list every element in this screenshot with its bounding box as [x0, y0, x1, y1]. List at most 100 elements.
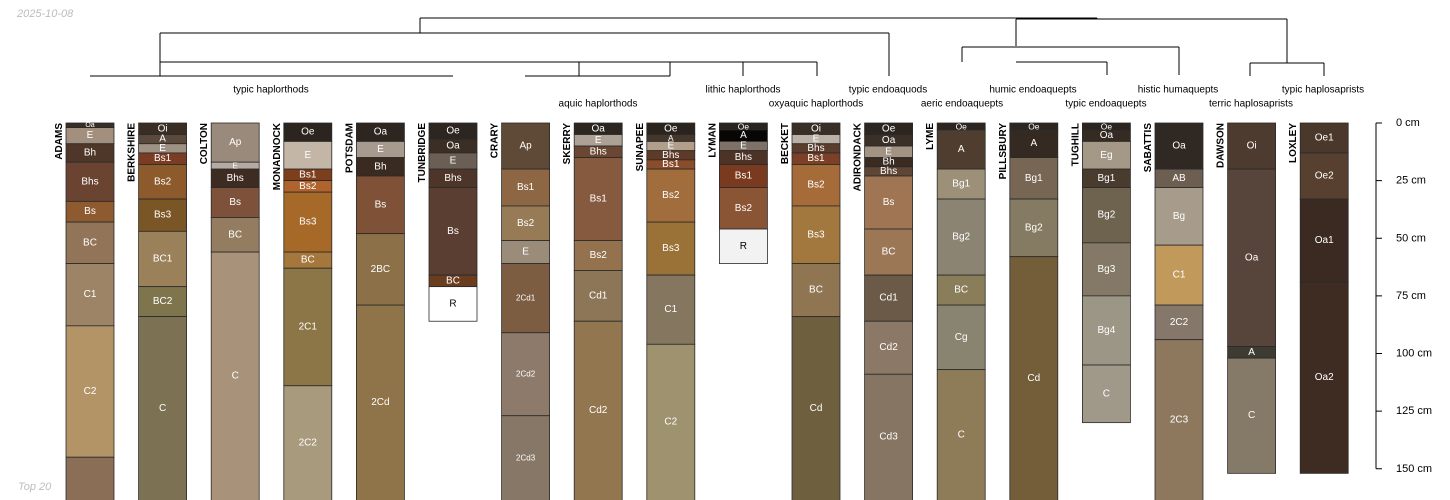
horizon-label-adirondack-10: Cd3 [879, 432, 898, 443]
horizon-label-colton-3: Bhs [227, 173, 244, 184]
horizon-label-lyme-2: A [958, 144, 965, 155]
horizon-lyman-7 [719, 228, 768, 265]
horizon-label-adirondack-1: Oe [882, 123, 896, 134]
horizon-label-sabattis-1: Oa [1172, 141, 1186, 152]
horizon-lyman-6 [719, 187, 768, 230]
horizon-sabattis-6 [1154, 339, 1204, 500]
profile-name-sunapee: SUNAPEE [635, 123, 646, 172]
profile-name-potsdam: POTSDAM [344, 123, 355, 173]
horizon-label-sunapee-2: A [668, 133, 674, 143]
depth-tick-label-0: 0 cm [1396, 117, 1420, 129]
horizon-label-becket-7: BC [809, 285, 823, 296]
horizon-becket-5 [791, 164, 841, 207]
horizon-label-adirondack-2: Oa [882, 135, 896, 146]
horizon-lyme-7 [936, 369, 986, 500]
horizon-adirondack-10 [864, 373, 913, 500]
profile-name-becket: BECKET [780, 123, 791, 164]
horizon-tughill-6 [1082, 242, 1131, 297]
horizon-label-dawson-1: Oi [1247, 141, 1257, 152]
horizon-label-sunapee-5: Bs1 [662, 159, 680, 170]
horizon-sunapee-8 [646, 274, 696, 345]
horizon-label-sabattis-2: AB [1172, 173, 1186, 184]
horizon-tughill-3 [1082, 141, 1131, 170]
horizon-label-potsdam-1: Oa [374, 127, 388, 138]
horizon-label-berkshire-4: Bs1 [154, 153, 172, 164]
horizon-label-skerry-5: Bs2 [590, 250, 608, 261]
horizon-adirondack-8 [864, 274, 913, 322]
horizon-label-dawson-2: Oa [1245, 252, 1259, 263]
horizon-label-potsdam-3: Bh [374, 161, 386, 172]
horizon-skerry-4 [573, 157, 623, 241]
horizon-label-adams-3: Bh [84, 147, 96, 158]
depth-tick-label-50: 50 cm [1396, 232, 1426, 244]
horizon-monadnock-8 [283, 385, 333, 500]
horizon-label-sabattis-6: 2C3 [1170, 414, 1189, 425]
horizon-sunapee-9 [646, 343, 696, 500]
horizon-label-becket-6: Bs3 [807, 229, 825, 240]
profile-name-lyme: LYME [925, 123, 936, 150]
horizon-label-tunbridge-3: E [450, 156, 457, 167]
horizon-colton-6 [210, 251, 260, 500]
horizon-label-sunapee-8: C1 [664, 304, 677, 315]
horizon-label-adirondack-9: Cd2 [879, 342, 898, 353]
cluster-label-1: typic haplorthods [233, 85, 309, 96]
cluster-label-11: typic haplosaprists [1282, 85, 1364, 96]
cluster-label-3: lithic haplorthods [705, 85, 780, 96]
horizon-pillsbury-4 [1009, 198, 1059, 258]
horizon-label-adams-7: C1 [84, 289, 97, 300]
horizon-label-tughill-2: Oa [1100, 130, 1114, 141]
horizon-tughill-8 [1082, 364, 1131, 424]
horizon-label-tunbridge-4: Bhs [444, 173, 461, 184]
horizon-label-lyme-7: C [958, 429, 965, 440]
horizon-label-pillsbury-4: Bg2 [1025, 222, 1043, 233]
horizon-potsdam-6 [355, 304, 405, 500]
horizon-label-berkshire-2: A [159, 134, 166, 145]
depth-tick-label-150: 150 cm [1396, 463, 1432, 475]
horizon-label-crary-1: Ap [519, 141, 532, 152]
profile-name-tunbridge: TUNBRIDGE [417, 123, 428, 183]
horizon-berkshire-6 [138, 198, 188, 232]
horizon-adams-9 [65, 456, 115, 500]
horizon-label-lyman-1: Oe [738, 121, 750, 131]
horizon-label-skerry-3: Bhs [590, 146, 607, 157]
horizon-label-sunapee-3: E [667, 141, 674, 152]
horizon-label-becket-8: Cd [810, 403, 823, 414]
horizon-label-colton-5: BC [228, 229, 242, 240]
horizon-lyme-3 [936, 168, 986, 200]
cluster-label-9: histic humaquepts [1138, 85, 1219, 96]
horizon-adams-8 [65, 325, 115, 458]
horizon-sabattis-3 [1154, 187, 1204, 246]
horizon-skerry-7 [573, 320, 623, 500]
horizon-colton-4 [210, 187, 260, 218]
horizon-berkshire-9 [138, 316, 188, 500]
horizon-label-crary-3: Bs2 [517, 218, 535, 229]
horizon-label-potsdam-6: 2Cd [371, 397, 389, 408]
horizon-label-skerry-1: Oa [592, 123, 606, 134]
horizon-label-berkshire-5: Bs2 [154, 176, 172, 187]
horizon-label-pillsbury-1: Oe [1028, 121, 1040, 131]
horizon-label-becket-4: Bs1 [807, 153, 825, 164]
horizon-crary-1 [501, 122, 551, 170]
horizon-label-loxley-3: Oa1 [1315, 235, 1334, 246]
horizon-label-adirondack-8: Cd1 [879, 293, 898, 304]
horizon-label-lyman-7: R [740, 241, 747, 252]
cluster-label-8: typic endoaquepts [1065, 99, 1146, 110]
horizon-label-monadnock-1: Oe [301, 127, 315, 138]
horizon-label-tughill-8: C [1103, 388, 1110, 399]
horizon-label-lyman-5: Bs1 [735, 171, 753, 182]
horizon-label-lyman-6: Bs2 [735, 203, 753, 214]
horizon-label-skerry-2: E [595, 135, 602, 146]
horizon-loxley-4 [1299, 281, 1349, 474]
cluster-label-2: aquic haplorthods [559, 99, 638, 110]
horizon-potsdam-5 [355, 233, 405, 306]
horizon-label-sunapee-4: Bhs [662, 150, 679, 161]
horizon-label-lyman-3: E [740, 141, 747, 152]
horizon-label-colton-1: Ap [229, 137, 242, 148]
horizon-label-crary-6: 2Cd2 [516, 370, 536, 379]
horizon-label-lyme-3: Bg1 [952, 179, 970, 190]
horizon-label-pillsbury-3: Bg1 [1025, 173, 1043, 184]
horizon-label-sabattis-5: 2C2 [1170, 317, 1189, 328]
horizon-label-crary-5: 2Cd1 [516, 294, 536, 303]
horizon-crary-6 [501, 332, 551, 417]
